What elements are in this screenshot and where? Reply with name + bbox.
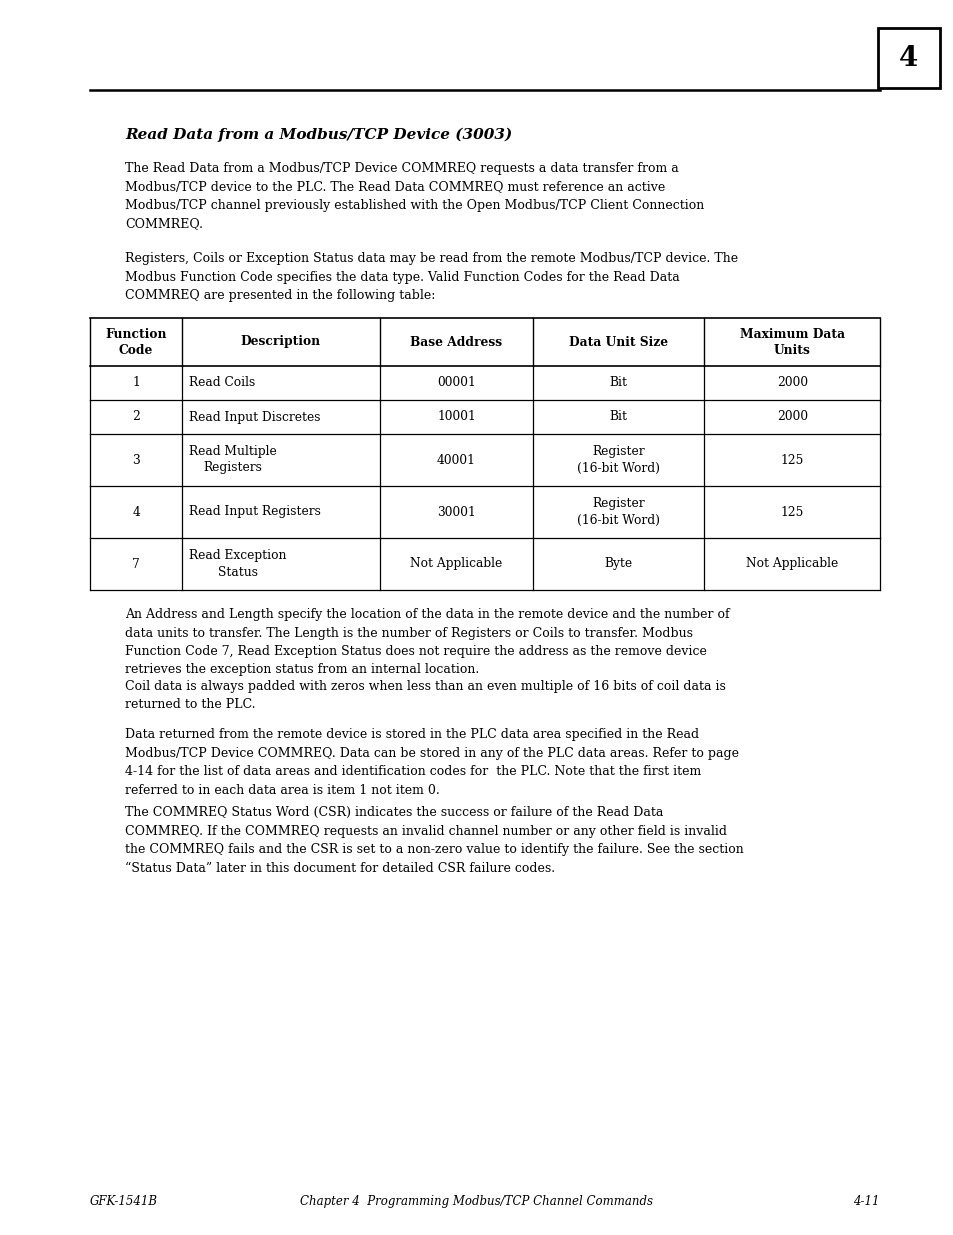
Text: 7: 7 xyxy=(132,557,140,571)
Text: 3: 3 xyxy=(132,453,140,467)
Text: 1: 1 xyxy=(132,377,140,389)
Text: 10001: 10001 xyxy=(436,410,476,424)
Bar xyxy=(877,28,939,88)
Text: The Read Data from a Modbus/TCP Device COMMREQ requests a data transfer from a
M: The Read Data from a Modbus/TCP Device C… xyxy=(125,162,703,231)
Text: The COMMREQ Status Word (CSR) indicates the success or failure of the Read Data
: The COMMREQ Status Word (CSR) indicates … xyxy=(125,806,743,874)
Bar xyxy=(90,317,879,366)
Text: Read Input Registers: Read Input Registers xyxy=(189,505,321,519)
Text: Read Input Discretes: Read Input Discretes xyxy=(189,410,320,424)
Text: 125: 125 xyxy=(780,453,803,467)
Text: Chapter 4  Programming Modbus/TCP Channel Commands: Chapter 4 Programming Modbus/TCP Channel… xyxy=(300,1195,653,1208)
Text: Read Data from a Modbus/TCP Device (3003): Read Data from a Modbus/TCP Device (3003… xyxy=(125,128,512,142)
Text: Bit: Bit xyxy=(609,377,627,389)
Text: Register
(16-bit Word): Register (16-bit Word) xyxy=(577,498,659,526)
Text: 40001: 40001 xyxy=(436,453,476,467)
Bar xyxy=(90,487,879,538)
Text: 2: 2 xyxy=(132,410,140,424)
Text: Maximum Data
Units: Maximum Data Units xyxy=(739,327,844,357)
Text: Data Unit Size: Data Unit Size xyxy=(569,336,668,348)
Text: 2000: 2000 xyxy=(776,410,807,424)
Text: Not Applicable: Not Applicable xyxy=(745,557,838,571)
Text: Bit: Bit xyxy=(609,410,627,424)
Text: An Address and Length specify the location of the data in the remote device and : An Address and Length specify the locati… xyxy=(125,608,729,677)
Text: Base Address: Base Address xyxy=(410,336,502,348)
Text: Byte: Byte xyxy=(604,557,632,571)
Text: 30001: 30001 xyxy=(436,505,476,519)
Text: 2000: 2000 xyxy=(776,377,807,389)
Text: 4: 4 xyxy=(132,505,140,519)
Text: 125: 125 xyxy=(780,505,803,519)
Text: 4-11: 4-11 xyxy=(853,1195,879,1208)
Text: Function
Code: Function Code xyxy=(105,327,167,357)
Bar xyxy=(90,366,879,400)
Text: Coil data is always padded with zeros when less than an even multiple of 16 bits: Coil data is always padded with zeros wh… xyxy=(125,680,725,711)
Text: Description: Description xyxy=(240,336,320,348)
Bar xyxy=(90,433,879,487)
Text: GFK-1541B: GFK-1541B xyxy=(90,1195,158,1208)
Text: 00001: 00001 xyxy=(436,377,476,389)
Bar xyxy=(90,538,879,590)
Bar xyxy=(90,400,879,433)
Text: Data returned from the remote device is stored in the PLC data area specified in: Data returned from the remote device is … xyxy=(125,727,739,797)
Text: Read Multiple
Registers: Read Multiple Registers xyxy=(189,446,276,474)
Text: Read Exception
Status: Read Exception Status xyxy=(189,550,286,578)
Text: 4: 4 xyxy=(899,44,918,72)
Text: Registers, Coils or Exception Status data may be read from the remote Modbus/TCP: Registers, Coils or Exception Status dat… xyxy=(125,252,738,303)
Text: Register
(16-bit Word): Register (16-bit Word) xyxy=(577,446,659,474)
Text: Not Applicable: Not Applicable xyxy=(410,557,502,571)
Text: Read Coils: Read Coils xyxy=(189,377,255,389)
